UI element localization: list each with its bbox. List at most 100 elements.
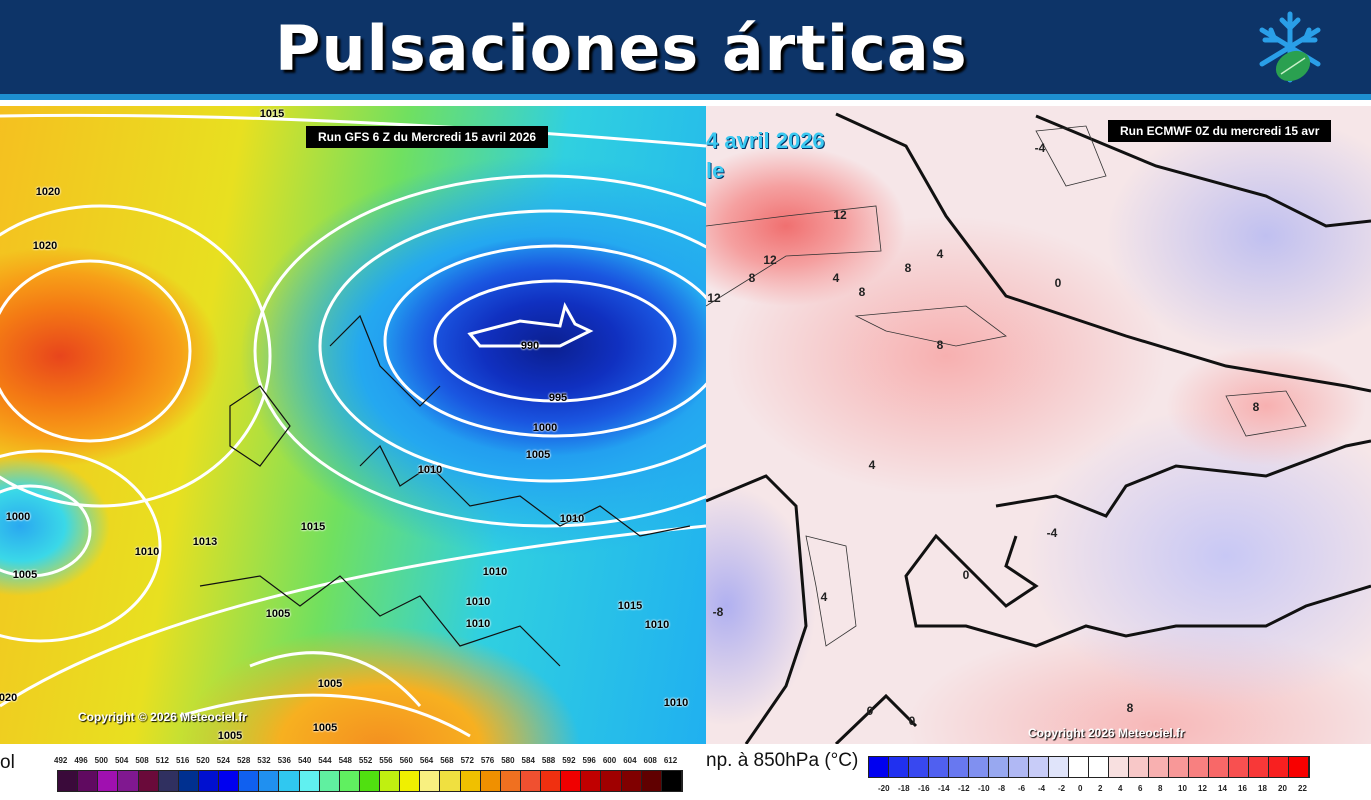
isobar-label: 1005 <box>265 608 291 620</box>
legend-swatch <box>1049 757 1069 777</box>
legend-swatch <box>1009 757 1029 777</box>
ecmwf-temperature-map: 4 avril 2026 le Run ECMWF 0Z du mercredi… <box>706 106 1371 744</box>
isobar-label: 1005 <box>12 569 38 581</box>
page-title: Pulsaciones árticas <box>275 12 968 85</box>
legend-tick-label: -10 <box>978 784 990 793</box>
temperature-label: 4 <box>868 458 876 472</box>
legend-swatch <box>949 757 969 777</box>
legend-tick-label: 12 <box>1198 784 1207 793</box>
geopotential-legend: ol 492 496 500 504 508 512 516 520 524 528 532 536 5… <box>0 744 706 800</box>
legend-tick-label: 6 <box>1138 784 1143 793</box>
legend-tick-label: 532 <box>257 756 271 765</box>
legend-swatch <box>1289 757 1309 777</box>
legend-tick-label: -20 <box>878 784 890 793</box>
legend-ticks: 492 496 500 504 508 512 516 520 524 528 532 536 540 5… <box>54 756 684 765</box>
legend-tick-label: 600 <box>602 756 617 765</box>
legend-tick-label: 552 <box>358 756 373 765</box>
legend-tick-label: 580 <box>501 756 515 765</box>
legend-swatch <box>1269 757 1289 777</box>
gfs-run-label: Run GFS 6 Z du Mercredi 15 avril 2026 <box>306 126 549 148</box>
legend-swatch <box>500 771 521 791</box>
legend-tick-label: 612 <box>663 756 678 765</box>
legend-tick-label: 608 <box>643 756 657 765</box>
legend-tick-label: 572 <box>460 756 474 765</box>
temperature-label: 4 <box>820 590 828 604</box>
isobar-label: 990 <box>520 340 540 352</box>
legend-tick-label: -18 <box>898 784 910 793</box>
legend-swatch <box>1029 757 1049 777</box>
gfs-geopotential-map: Run GFS 6 Z du Mercredi 15 avril 2026 10… <box>0 106 706 744</box>
temperature-label: 8 <box>1126 701 1134 715</box>
header-banner: Pulsaciones árticas <box>0 0 1371 100</box>
legend-swatch <box>279 771 300 791</box>
legend-swatch <box>1089 757 1109 777</box>
temperature-label: 8 <box>748 271 756 285</box>
legend-swatch <box>78 771 99 791</box>
legend-tick-label: 8 <box>1158 784 1163 793</box>
legend-color-scale <box>57 770 683 792</box>
legend-swatch <box>58 771 79 791</box>
legend-swatch <box>400 771 421 791</box>
legend-tick-label: -2 <box>1058 784 1066 793</box>
isobar-label: 1005 <box>217 730 243 742</box>
legend-swatch <box>118 771 139 791</box>
isobar-label: 1020 <box>32 240 58 252</box>
isobar-label: 1010 <box>663 697 689 709</box>
legend-tick-label: 540 <box>297 756 312 765</box>
legend-color-scale <box>868 756 1310 778</box>
legend-swatch <box>420 771 441 791</box>
temperature-label: 4 <box>832 271 840 285</box>
legend-tick-label: 596 <box>582 756 596 765</box>
isobar-label: 1010 <box>465 596 491 608</box>
legend-tick-label: 512 <box>155 756 169 765</box>
legend-tick-label: 516 <box>175 756 190 765</box>
legend-tick-label: -6 <box>1018 784 1026 793</box>
legend-tick-label: 508 <box>135 756 149 765</box>
legend-tick-label: 16 <box>1238 784 1247 793</box>
legend-swatch <box>460 771 481 791</box>
legend-swatch <box>929 757 949 777</box>
legend-tick-label: 536 <box>277 756 291 765</box>
legend-ticks: -20 -18 -16 -14 -12 -10 -8 -6 -4 -2 0 2 4 6 8 10 12 14 16 1… <box>878 784 1318 793</box>
legend-swatch <box>480 771 501 791</box>
temperature-label: 12 <box>707 291 721 305</box>
temperature-legend: np. à 850hPa (°C) -20 -18 -16 -14 -12 -10 -8 -6… <box>706 744 1371 800</box>
isobar-label: 1010 <box>465 618 491 630</box>
legend-tick-label: -8 <box>998 784 1006 793</box>
map-title-partial-date: 4 avril 2026 <box>706 128 825 153</box>
temperature-label: 0 <box>962 568 970 582</box>
temperature-label: 4 <box>936 247 944 261</box>
legend-swatch <box>319 771 340 791</box>
legend-swatch <box>520 771 541 791</box>
map-title-partial-word: le <box>706 158 725 183</box>
legend-swatch <box>1069 757 1089 777</box>
temperature-label: 12 <box>833 208 847 222</box>
legend-swatch <box>1209 757 1229 777</box>
temperature-label: 0 <box>908 714 916 728</box>
isobar-label: 1005 <box>525 449 551 461</box>
isobar-label: 1000 <box>5 511 31 523</box>
isobar-label: 1010 <box>134 546 160 558</box>
temperature-label: 8 <box>936 338 944 352</box>
legend-swatch <box>178 771 199 791</box>
legend-tick-label: 524 <box>216 756 230 765</box>
temperature-label: -4 <box>1034 141 1046 155</box>
legend-swatch <box>219 771 240 791</box>
isobar-label: 1005 <box>317 678 343 690</box>
legend-tick-label: 556 <box>379 756 393 765</box>
legend-swatch <box>969 757 989 777</box>
legend-tick-label: 548 <box>338 756 352 765</box>
isobar-label: 1015 <box>617 600 643 612</box>
legend-swatch <box>541 771 562 791</box>
legend-swatch <box>889 757 909 777</box>
temperature-label: 8 <box>1252 400 1260 414</box>
legend-tick-label: 18 <box>1258 784 1267 793</box>
legend-tick-label: 564 <box>419 756 434 765</box>
ecmwf-run-label: Run ECMWF 0Z du mercredi 15 avr <box>1108 120 1332 142</box>
legend-swatch <box>1249 757 1269 777</box>
temperature-label: 0 <box>1054 276 1062 290</box>
legend-swatch <box>909 757 929 777</box>
legend-tick-label: 592 <box>562 756 576 765</box>
legend-swatch <box>1109 757 1129 777</box>
legend-swatch <box>158 771 179 791</box>
